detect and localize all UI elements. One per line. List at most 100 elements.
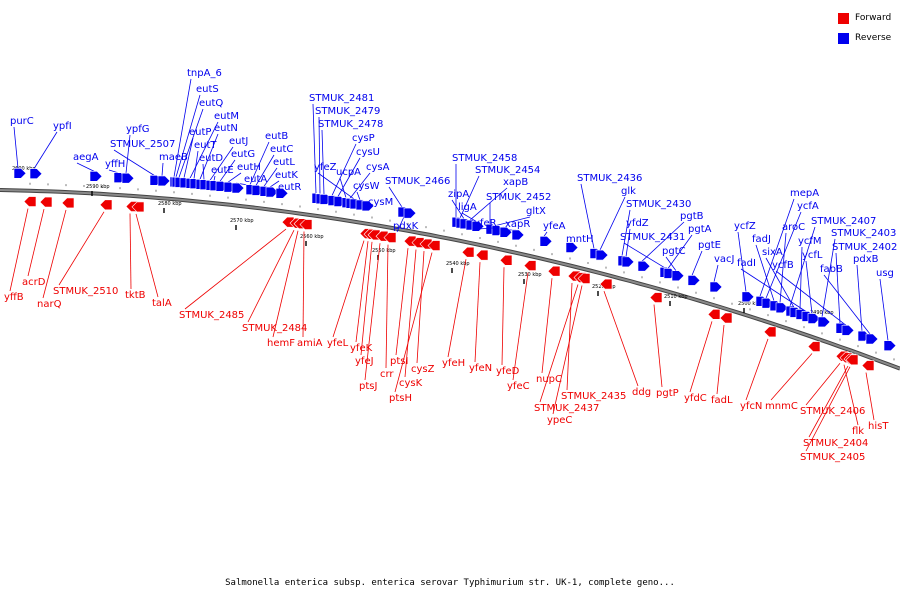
forward-leader-line <box>42 209 67 299</box>
reverse-gene-label: eutP <box>189 127 211 138</box>
forward-gene-arrow <box>499 254 513 266</box>
reverse-gene-label: fadI <box>737 258 756 269</box>
forward-gene-label: mnmC <box>765 401 798 412</box>
reverse-gene-label: ycfM <box>798 236 822 247</box>
reverse-leader-line <box>665 256 677 271</box>
reverse-leader-line <box>799 246 803 310</box>
forward-gene-arrow <box>707 309 721 320</box>
reverse-leader-line <box>202 163 205 180</box>
forward-gene-label: STMUK_2510 <box>53 286 118 297</box>
reverse-leader-line <box>789 226 816 307</box>
kbp-tick-label: 2530 kbp <box>518 272 542 278</box>
forward-leader-line <box>653 304 663 388</box>
reverse-leader-line <box>879 278 889 341</box>
reverse-gene-label: mntH <box>566 234 594 245</box>
forward-gene-arrow <box>649 292 663 303</box>
kbp-tick-label: 2590 kbp <box>86 184 110 190</box>
forward-leader-line <box>332 240 365 338</box>
reverse-gene-label: cysM <box>368 197 393 208</box>
forward-leader-line <box>385 244 389 369</box>
forward-gene-label: STMUK_2485 <box>179 310 244 321</box>
reverse-gene-label: STMUK_2431 <box>620 232 685 243</box>
forward-leader-line <box>716 324 725 395</box>
forward-gene-label: cysZ <box>411 364 435 375</box>
reverse-leader-line <box>249 141 270 185</box>
forward-gene-label: pgtP <box>656 388 679 399</box>
forward-gene-arrow <box>131 201 145 213</box>
reverse-gene-label: eutE <box>211 165 234 176</box>
reverse-leader-line <box>580 183 595 249</box>
reverse-leader-line <box>173 78 192 177</box>
forward-gene-label: acrD <box>22 277 46 288</box>
forward-gene-label: yfeD <box>496 366 520 377</box>
reverse-gene-label: eutC <box>270 144 293 155</box>
backbone-highlight <box>0 189 900 370</box>
forward-leader-line <box>360 241 373 356</box>
reverse-gene-arrow <box>511 229 525 241</box>
reverse-leader-line <box>835 252 841 324</box>
kbp-tick-label: 2600 kbp <box>12 166 36 172</box>
forward-gene-arrow <box>23 196 37 207</box>
forward-leader-line <box>689 321 713 393</box>
forward-leader-line <box>512 272 529 381</box>
forward-swatch <box>838 12 849 24</box>
reverse-gene-arrow <box>361 200 375 212</box>
forward-gene-arrow <box>763 326 777 338</box>
forward-gene-label: flk <box>852 426 864 437</box>
reverse-leader-line <box>599 196 626 251</box>
reverse-gene-label: vacJ <box>714 254 735 265</box>
reverse-gene-arrow <box>565 242 579 253</box>
reverse-leader-line <box>823 274 871 335</box>
reverse-leader-line <box>461 212 477 222</box>
forward-leader-line <box>474 262 481 363</box>
reverse-leader-line <box>713 264 719 283</box>
reverse-gene-arrow <box>275 188 289 199</box>
reverse-gene-label: eutM <box>214 111 239 122</box>
reverse-leader-line <box>779 232 787 303</box>
reverse-gene-label: gltX <box>526 206 546 217</box>
reverse-gene-arrow <box>671 270 685 282</box>
reverse-leader-line <box>76 162 95 172</box>
forward-leader-line <box>447 259 467 358</box>
reverse-gene-arrow <box>687 275 701 286</box>
reverse-leader-line <box>178 108 204 178</box>
reverse-leader-line <box>469 187 508 221</box>
reverse-leader-line <box>765 211 802 299</box>
legend-forward-label: Forward <box>855 13 892 23</box>
reverse-gene-label: glk <box>621 186 636 197</box>
forward-gene-label: yfdC <box>684 393 707 404</box>
reverse-leader-line <box>759 198 795 297</box>
reverse-gene-label: yfeZ <box>314 162 337 173</box>
reverse-gene-label: cysP <box>352 133 375 144</box>
reverse-leader-line <box>765 257 795 308</box>
reverse-gene-arrow <box>709 281 723 293</box>
reverse-leader-line <box>641 221 685 262</box>
forward-leader-line <box>566 283 573 391</box>
reverse-gene-label: STMUK_2430 <box>626 199 691 210</box>
reverse-gene-arrow <box>637 260 651 272</box>
reverse-leader-line <box>317 172 355 200</box>
forward-leader-line <box>552 285 583 415</box>
forward-leader-line <box>364 243 381 381</box>
reverse-gene-label: yfeA <box>543 221 566 232</box>
reverse-gene-label: STMUK_2479 <box>315 106 380 117</box>
reverse-leader-line <box>318 116 321 194</box>
reverse-gene-label: STMUK_2402 <box>832 242 897 253</box>
forward-gene-arrow <box>807 341 821 352</box>
forward-leader-line <box>9 208 29 292</box>
reverse-gene-label: pdxK <box>393 221 419 232</box>
reverse-gene-label: tnpA_6 <box>187 68 222 79</box>
reverse-gene-label: eutK <box>275 170 298 181</box>
forward-leader-line <box>27 208 45 277</box>
reverse-gene-label: ypfI <box>53 121 72 132</box>
reverse-leader-line <box>108 169 119 174</box>
reverse-gene-label: eutN <box>214 123 238 134</box>
forward-gene-label: ptsJ <box>359 381 377 392</box>
reverse-leader-line <box>113 149 155 176</box>
reverse-leader-line <box>33 131 58 169</box>
forward-gene-label: cysK <box>399 378 423 389</box>
forward-leader-line <box>770 353 813 401</box>
reverse-gene-arrow <box>13 167 27 179</box>
forward-gene-label: talA <box>152 298 172 309</box>
reverse-leader-line <box>388 186 403 208</box>
